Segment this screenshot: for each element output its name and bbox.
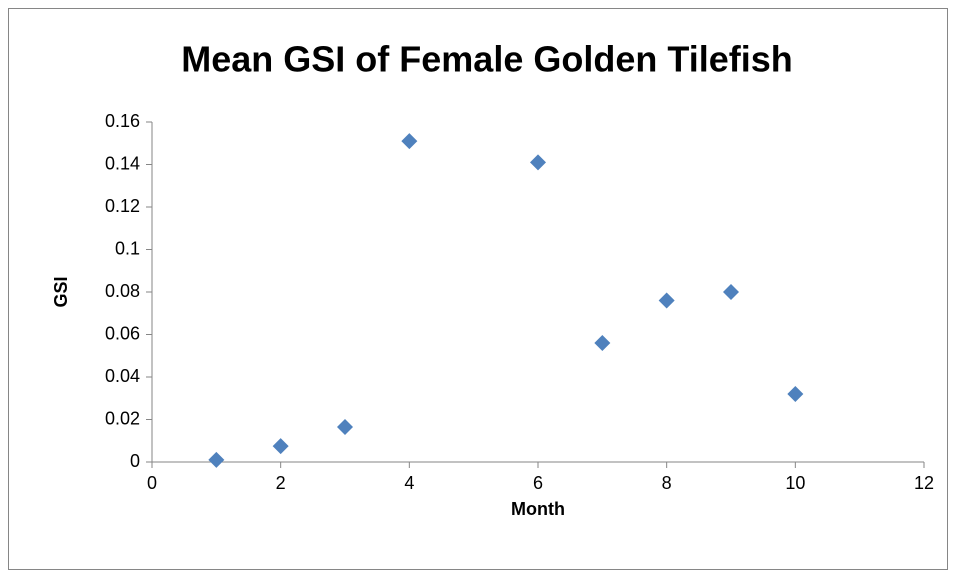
point bbox=[787, 386, 804, 402]
y-tick-label: 0.16 bbox=[105, 111, 140, 131]
y-tick-label: 0.12 bbox=[105, 196, 140, 216]
x-tick-label: 8 bbox=[662, 473, 672, 493]
x-tick-label: 10 bbox=[785, 473, 805, 493]
x-tick-label: 6 bbox=[533, 473, 543, 493]
x-tick-label: 2 bbox=[276, 473, 286, 493]
y-tick-label: 0.08 bbox=[105, 281, 140, 301]
point bbox=[337, 418, 353, 435]
chart-border bbox=[8, 8, 948, 570]
y-tick-label: 0.06 bbox=[105, 323, 140, 343]
y-axis-title: GSI bbox=[51, 276, 71, 307]
x-tick-label: 12 bbox=[914, 473, 934, 493]
y-tick-label: 0.1 bbox=[115, 238, 140, 258]
x-axis-title: Month bbox=[511, 499, 565, 519]
point bbox=[530, 154, 546, 171]
chart-title: Mean GSI of Female Golden Tilefish bbox=[181, 39, 792, 80]
point bbox=[401, 133, 418, 150]
x-tick-label: 0 bbox=[147, 473, 157, 493]
y-tick-label: 0 bbox=[130, 451, 140, 471]
point bbox=[208, 451, 225, 468]
point bbox=[658, 292, 675, 309]
y-tick-label: 0.04 bbox=[105, 366, 140, 386]
x-tick-label: 4 bbox=[404, 473, 414, 493]
point bbox=[594, 335, 611, 351]
y-tick-label: 0.14 bbox=[105, 153, 140, 173]
point bbox=[272, 438, 289, 455]
y-tick-label: 0.02 bbox=[105, 408, 140, 428]
point bbox=[723, 284, 739, 300]
